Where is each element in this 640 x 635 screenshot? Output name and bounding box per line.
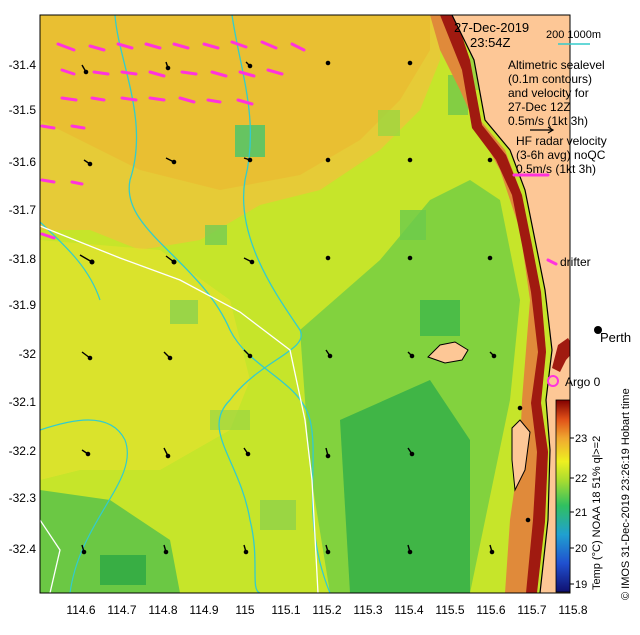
x-tick: 115.3: [353, 603, 382, 617]
x-tick: 115.5: [435, 603, 464, 617]
plot-frame: [39, 14, 571, 594]
cb-tick-23: 23: [575, 433, 587, 445]
garden-island: [511, 419, 531, 492]
date-label: 27-Dec-2019: [454, 20, 529, 35]
y-tick: -31.8: [9, 252, 37, 266]
hf-line-1: HF radar velocity: [516, 134, 607, 148]
x-tick: 115.2: [312, 603, 341, 617]
credit-label: © IMOS 31-Dec-2019 23:26:19 Hobart time: [620, 388, 632, 600]
y-tick: -31.7: [9, 203, 37, 217]
altimetry-line-5: 0.5m/s (1kt 3h): [508, 114, 588, 128]
altimetry-line-2: (0.1m contours): [508, 72, 592, 86]
argo-label: Argo 0: [565, 375, 601, 389]
y-tick: -31.9: [9, 298, 37, 312]
hf-line-2: (3-6h avg) noQC: [516, 148, 606, 162]
drifter-label: drifter: [560, 255, 591, 269]
altimetry-line-4: 27-Dec 12Z: [508, 100, 571, 114]
x-tick: 114.7: [107, 603, 136, 617]
altimetry-line-1: Altimetric sealevel: [508, 58, 605, 72]
colorbar: 23 22 21 20 19 Temp (°C) NOAA 18 51% ql>…: [555, 399, 603, 593]
colorbar-label: Temp (°C) NOAA 18 51% ql>=2: [591, 436, 603, 590]
y-tick: -31.4: [9, 58, 37, 72]
x-tick: 115: [235, 603, 254, 617]
hf-line-3: 0.5m/s (1kt 3h): [516, 162, 596, 176]
land-mass: [452, 15, 570, 593]
cb-tick-19: 19: [575, 579, 587, 591]
cb-tick-20: 20: [575, 543, 587, 555]
cb-tick-22: 22: [575, 473, 587, 485]
x-tick: 115.8: [558, 603, 587, 617]
perth-marker: [594, 326, 602, 334]
x-tick: 114.9: [189, 603, 218, 617]
y-tick: -32.1: [9, 395, 37, 409]
x-tick: 115.6: [476, 603, 505, 617]
y-tick: -32: [19, 347, 37, 361]
x-tick: 115.1: [271, 603, 300, 617]
y-tick: -31.6: [9, 155, 37, 169]
y-tick: -32.2: [9, 444, 37, 458]
x-tick: 115.7: [517, 603, 546, 617]
perth-label: Perth: [600, 330, 631, 345]
isobath-label: 200 1000m: [546, 29, 601, 41]
x-tick: 114.8: [148, 603, 177, 617]
sst-field: [40, 15, 570, 593]
time-label: 23:54Z: [470, 35, 511, 50]
cb-tick-21: 21: [575, 507, 587, 519]
y-tick: -32.4: [9, 542, 37, 556]
hf-radar-arrows: [40, 40, 558, 266]
rottnest-island: [427, 341, 469, 364]
altimetry-line-3: and velocity for: [508, 86, 589, 100]
x-tick: 115.4: [394, 603, 423, 617]
altimetry-arrows: [79, 60, 531, 555]
x-axis: 114.6 114.7 114.8 114.9 115 115.1 115.2 …: [66, 603, 587, 617]
y-tick: -32.3: [9, 491, 37, 505]
x-tick: 114.6: [66, 603, 95, 617]
y-axis: -31.4 -31.5 -31.6 -31.7 -31.8 -31.9 -32 …: [9, 58, 37, 556]
y-tick: -31.5: [9, 103, 37, 117]
map-legend: 27-Dec-2019 23:54Z 200 1000m Altimetric …: [454, 20, 631, 389]
argo-marker: [547, 375, 559, 387]
